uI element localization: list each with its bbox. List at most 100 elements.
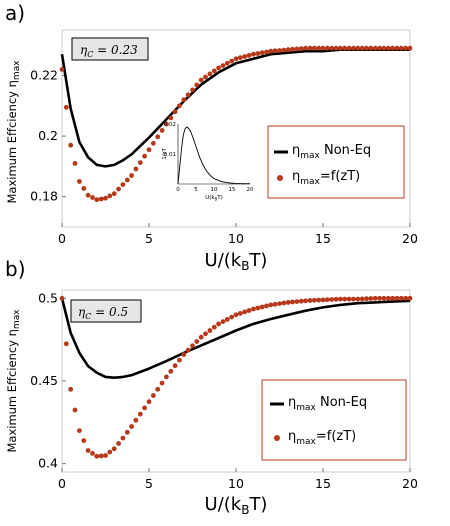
panel-b-zt-dot: [277, 301, 282, 306]
panel-a-inset-xtick-label: 15: [229, 187, 236, 193]
panel-a-zt-dot: [146, 147, 152, 153]
panel-a-zt-dot: [159, 127, 165, 133]
panel-b-zt-dot: [129, 424, 135, 429]
panel-b-zt-dot: [351, 296, 356, 302]
panel-a-eta-c-label: ηC = 0.23: [80, 43, 138, 59]
panel-a-zt-dot: [198, 77, 204, 83]
panel-a-zt-dot: [72, 161, 78, 166]
panel-a-zt-dot: [272, 48, 278, 54]
panel-b-zt-dot: [59, 295, 65, 301]
panel-b-xtick-label: 20: [402, 476, 418, 491]
panel-a-inset-xtick-label: 0: [176, 187, 180, 193]
panel-b-zt-dot: [159, 380, 165, 386]
panel-b-zt-dot: [229, 314, 235, 320]
panel-a-eta-c-box: ηC = 0.23: [71, 37, 149, 61]
panel-a-zt-dot: [398, 45, 404, 51]
panel-b-zt-dot: [372, 295, 378, 301]
panel-a-inset-ylabel: 1/zT: [162, 148, 168, 160]
panel-b-zt-dot: [246, 308, 252, 313]
panel-a-zt-dot: [351, 45, 356, 51]
panel-a-zt-dot: [81, 186, 87, 191]
panel-a-zt-dot: [68, 142, 74, 148]
panel-a-zt-dot: [377, 45, 382, 51]
panel-b-ytick-label: 0.5: [38, 290, 58, 305]
panel-b-zt-dot: [194, 339, 200, 344]
panel-b-zt-dot: [368, 296, 374, 301]
panel-b-zt-dot: [164, 374, 169, 380]
panel-a-zt-dot: [203, 74, 208, 80]
panel-a-zt-dot: [151, 140, 156, 146]
panel-a-ylabel: Maximum Effciency ηmax: [5, 60, 22, 204]
panel-b-zt-dot: [216, 321, 222, 327]
panel-a-zt-dot: [285, 47, 291, 53]
panel-a-zt-dot: [311, 45, 317, 51]
panel-b-zt-dot: [85, 448, 91, 453]
panel-a-zt-dot: [324, 45, 330, 51]
panel-a-zt-dot: [329, 45, 335, 51]
panel-a-zt-dot: [246, 53, 252, 58]
panel-a-zt-dot: [211, 68, 217, 74]
panel-b-series: [59, 295, 413, 459]
panel-a-zt-dot: [372, 45, 378, 51]
panel-a-zt-dot: [355, 45, 361, 51]
panel-a-zt-dot: [216, 65, 222, 71]
panel-a: a) Maximum Effciency ηmax 0 5 10 15 20 0.18 0.…: [5, 1, 418, 273]
panel-b-zt-dot: [203, 331, 208, 337]
panel-b-zt-dot: [233, 312, 239, 318]
panel-b-zt-dot: [155, 386, 161, 392]
panel-a-zt-dot: [298, 46, 304, 51]
panel-a-zt-dot: [229, 58, 235, 64]
panel-a-zt-dot: [294, 46, 300, 52]
panel-b-zt-dot: [224, 317, 230, 322]
panel-b-zt-dot: [333, 296, 339, 302]
panel-b-zt-dot: [220, 319, 226, 324]
panel-b-zt-dot: [329, 297, 335, 302]
panel-b-zt-dot: [394, 295, 400, 301]
panel-b-xtick-label: 15: [315, 476, 331, 491]
panel-a-inset-xtick-label: 5: [194, 187, 198, 193]
panel-b-zt-dot: [242, 309, 248, 315]
panel-b-zt-dot: [290, 299, 295, 305]
panel-a-ytick-label: 0.2: [38, 128, 58, 143]
panel-b-zt-dot: [120, 435, 126, 441]
panel-a-zt-dot: [290, 46, 295, 52]
panel-b-zt-dot: [355, 296, 361, 302]
panel-b-eta-c-box: ηC = 0.5: [70, 299, 142, 323]
panel-b-zt-dot: [172, 363, 178, 369]
panel-a-zt-dot: [259, 50, 265, 56]
panel-b-label: b): [5, 257, 26, 281]
panel-b-non-eq-line: [60, 297, 411, 379]
panel-a-xtick-label: 10: [228, 231, 244, 246]
panel-b-zt-dot: [251, 306, 256, 312]
panel-a-zt-dot: [207, 71, 213, 77]
panel-a-zt-dot: [164, 121, 169, 127]
panel-b-zt-dot: [168, 368, 174, 374]
panel-b-zt-dot: [320, 297, 326, 303]
panel-b-legend-dots-label: ηmax=f(zT): [288, 429, 356, 447]
panel-b-zt-dot: [255, 305, 261, 311]
panel-a-zt-dot: [233, 56, 239, 62]
panel-a-zt-dot: [251, 51, 256, 57]
panel-a-axis-ticks: 0 5 10 15 20 0.18 0.2 0.22: [30, 67, 418, 246]
panel-a-zt-dot: [107, 193, 113, 199]
panel-a-zt-dot: [177, 103, 182, 109]
panel-a-zt-dot: [346, 45, 352, 51]
panel-a-ytick-label: 0.18: [30, 189, 58, 204]
panel-b-zt-dot: [307, 298, 313, 303]
panel-b-zt-dot: [390, 295, 395, 301]
panel-b-axis-ticks: 0 5 10 15 20 0.4 0.45 0.5: [30, 290, 418, 491]
panel-a-zt-dot: [190, 87, 195, 93]
panel-b-zt-dot: [364, 296, 369, 302]
panel-b-zt-dot: [151, 393, 156, 398]
panel-b-zt-dot: [63, 341, 69, 347]
panel-b-zt-dot: [137, 411, 143, 417]
panel-b-legend: ηmax Non-Eq ηmax=f(zT): [261, 379, 407, 461]
panel-b-zt-dot: [98, 453, 104, 459]
panel-b-zt-dot: [211, 324, 217, 330]
panel-b-zt-dot: [81, 438, 87, 443]
panel-b-legend-dot-swatch: [274, 435, 280, 441]
panel-a-zt-dot: [94, 197, 100, 203]
panel-b-zt-dot: [346, 296, 352, 302]
panel-b-zt-dot: [94, 453, 100, 459]
